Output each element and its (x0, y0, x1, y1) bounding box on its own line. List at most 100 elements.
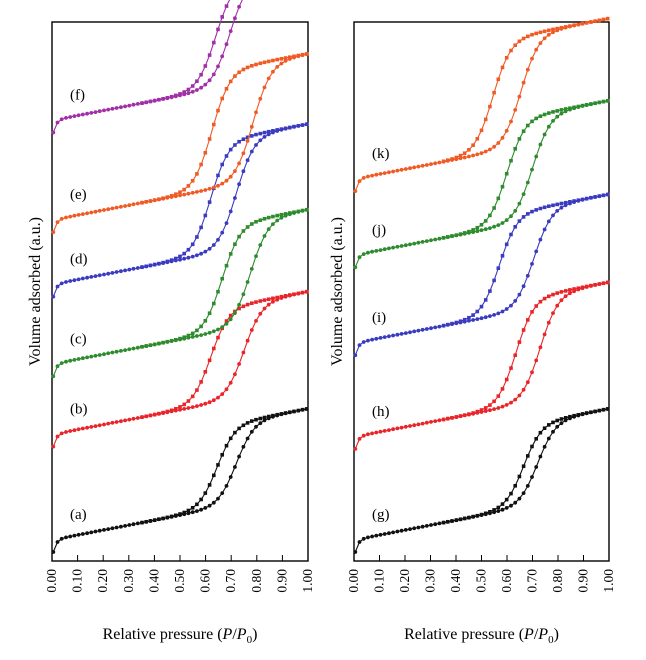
adsorption-point (102, 422, 106, 427)
desorption-point (526, 212, 530, 216)
desorption-point (576, 198, 581, 202)
adsorption-point (504, 218, 509, 223)
desorption-point (471, 514, 475, 519)
adsorption-point (357, 437, 362, 441)
adsorption-point (203, 506, 208, 510)
adsorption-point (424, 420, 429, 425)
desorption-point (275, 128, 279, 132)
desorption-point (186, 184, 191, 188)
adsorption-point (492, 224, 496, 229)
adsorption-point (114, 270, 119, 274)
desorption-point (292, 54, 296, 59)
desorption-point (224, 443, 229, 448)
desorption-point (258, 299, 263, 303)
desorption-point (228, 436, 233, 441)
adsorption-point (203, 332, 208, 336)
desorption-point (488, 403, 492, 407)
adsorption-point (59, 431, 64, 436)
desorption-point (207, 53, 212, 57)
desorption-point (513, 484, 517, 488)
desorption-point (262, 415, 267, 420)
desorption-point (199, 380, 203, 384)
desorption-point (538, 114, 543, 118)
adsorption-point (220, 491, 225, 495)
adsorption-point (387, 246, 391, 251)
adsorption-point (568, 291, 572, 296)
desorption-point (195, 502, 199, 507)
adsorption-point (361, 536, 366, 541)
desorption-point (250, 301, 254, 305)
adsorption-point (403, 424, 408, 429)
desorption-point (174, 256, 178, 261)
adsorption-point (249, 267, 254, 271)
adsorption-point (521, 387, 526, 392)
adsorption-point (195, 190, 199, 194)
adsorption-point (80, 276, 85, 281)
desorption-point (161, 340, 165, 345)
adsorption-point (538, 142, 543, 147)
adsorption-point (224, 321, 229, 326)
desorption-point (182, 335, 186, 339)
adsorption-point (437, 324, 442, 329)
desorption-point (551, 203, 555, 208)
adsorption-point (517, 292, 522, 297)
adsorption-point (89, 111, 94, 115)
desorption-point (288, 55, 292, 59)
adsorption-point (72, 533, 77, 538)
adsorption-point (123, 524, 127, 528)
adsorption-point (64, 535, 68, 540)
desorption-point (296, 124, 301, 128)
adsorption-point (199, 251, 204, 256)
adsorption-point (555, 114, 560, 119)
desorption-point (165, 339, 170, 344)
desorption-point (517, 39, 522, 44)
desorption-point (148, 343, 153, 347)
desorption-point (580, 285, 585, 290)
adsorption-point (521, 491, 526, 495)
adsorption-point (106, 351, 111, 356)
adsorption-point (186, 511, 191, 516)
adsorption-point (266, 227, 271, 232)
desorption-point (509, 48, 513, 53)
adsorption-point (357, 343, 362, 347)
adsorption-point (538, 454, 543, 459)
adsorption-point (471, 318, 475, 322)
desorption-point (279, 412, 284, 416)
adsorption-point (488, 408, 492, 413)
desorption-point (513, 353, 517, 357)
adsorption-point (190, 405, 195, 409)
adsorption-point (517, 94, 522, 99)
desorption-point (292, 124, 296, 129)
desorption-point (288, 125, 292, 130)
desorption-point (279, 57, 284, 61)
desorption-point (530, 209, 534, 214)
desorption-point (266, 215, 271, 220)
adsorption-point (76, 277, 81, 282)
desorption-line (443, 18, 608, 162)
desorption-point (547, 111, 551, 115)
series-d: (d) (51, 122, 309, 299)
desorption-point (504, 56, 509, 60)
desorption-point (199, 72, 203, 77)
desorption-point (568, 288, 572, 292)
adsorption-point (64, 359, 68, 364)
adsorption-point (241, 350, 246, 355)
adsorption-point (93, 424, 98, 428)
adsorption-point (517, 496, 522, 501)
desorption-point (157, 197, 161, 201)
desorption-point (216, 289, 220, 294)
adsorption-point (437, 521, 442, 526)
adsorption-point (178, 257, 182, 262)
desorption-point (254, 417, 258, 422)
adsorption-point (55, 364, 60, 369)
desorption-point (492, 90, 496, 95)
adsorption-point (420, 163, 425, 168)
desorption-point (446, 235, 450, 239)
adsorption-point (119, 349, 123, 353)
desorption-point (216, 108, 220, 113)
adsorption-point (127, 417, 132, 422)
adsorption-point (370, 534, 374, 539)
desorption-point (169, 194, 174, 198)
desorption-point (563, 289, 568, 293)
